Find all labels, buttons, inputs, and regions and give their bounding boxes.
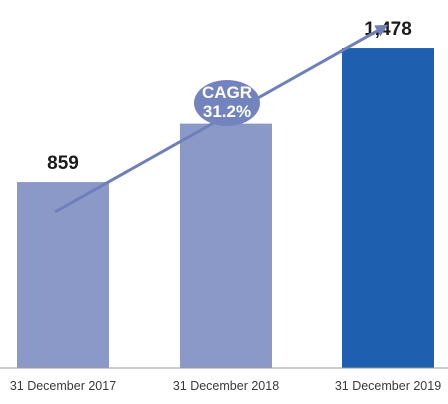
x-tick-label-2: 31 December 2018 [173,379,279,393]
bar-3 [342,48,434,369]
bars-layer [17,48,434,369]
bar-2 [180,123,272,368]
bar-value-label-3: 1,478 [364,19,412,40]
x-tick-label-1: 31 December 2017 [10,379,116,393]
cagr-label: CAGR [202,83,252,102]
cagr-badge: CAGR 31.2% [194,80,260,126]
cagr-value: 31.2% [203,102,251,121]
bar-1 [17,182,109,368]
bar-value-label-1: 859 [47,153,79,174]
x-axis-tick-labels: 31 December 2017 31 December 2018 31 Decem… [10,379,441,393]
cagr-badge-ellipse [194,80,260,126]
x-tick-label-3: 31 December 2019 [335,379,441,393]
